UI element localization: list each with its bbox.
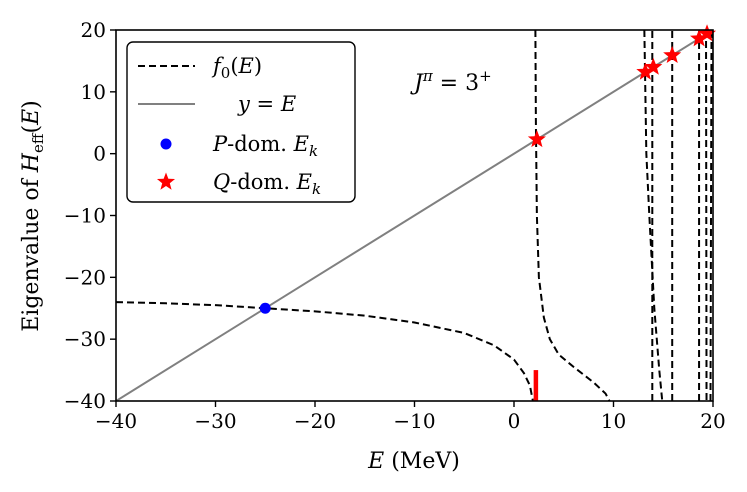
f0-branch-7	[709, 30, 713, 401]
x-tick-label: −30	[194, 409, 236, 433]
x-tick-label: 20	[700, 409, 725, 433]
legend-swatch-q-dom	[156, 172, 176, 190]
q-dom-point	[636, 62, 655, 80]
x-tick-label: −40	[95, 409, 137, 433]
legend-label-identity: y = E	[237, 92, 296, 116]
x-axis-label: E (MeV)	[367, 449, 460, 474]
f0-branch-1	[534, 30, 611, 401]
x-tick-label: 0	[508, 409, 521, 433]
q-dom-point	[663, 45, 682, 64]
y-tick-label: 20	[81, 18, 106, 42]
y-tick-label: −40	[64, 389, 106, 413]
f0-branch-6	[705, 30, 708, 401]
annotation-jpi: Jπ = 3+	[410, 67, 492, 96]
q-dom-point	[697, 24, 717, 42]
legend-label-p-dom: P-dom. Ek	[212, 132, 318, 160]
q-dom-point	[644, 57, 663, 75]
x-tick-label: −10	[393, 409, 435, 433]
y-tick-label: 0	[93, 142, 106, 166]
q-dom-point	[690, 29, 709, 47]
p-dom-point	[259, 302, 271, 314]
q-dom-point	[527, 129, 546, 148]
identity-line	[116, 30, 713, 401]
legend-swatch-p-dom	[160, 138, 172, 150]
x-tick-label: −20	[294, 409, 336, 433]
legend-label-f0: f0(E)	[211, 54, 262, 82]
x-tick-label: 10	[601, 409, 626, 433]
f0-branch-0	[116, 301, 534, 401]
f0-branch-2	[643, 30, 664, 401]
y-tick-label: −20	[64, 265, 106, 289]
y-tick-label: 10	[81, 80, 106, 104]
legend: f0(E) y = E P-dom. Ek Q-dom. Ek	[126, 41, 356, 203]
y-tick-label: −30	[64, 327, 106, 351]
legend-label-q-dom: Q-dom. Ek	[213, 170, 321, 198]
y-tick-label: −10	[64, 204, 106, 228]
y-axis-label: Eigenvalue of Heff(E)	[19, 100, 47, 332]
legend-box	[126, 41, 356, 203]
